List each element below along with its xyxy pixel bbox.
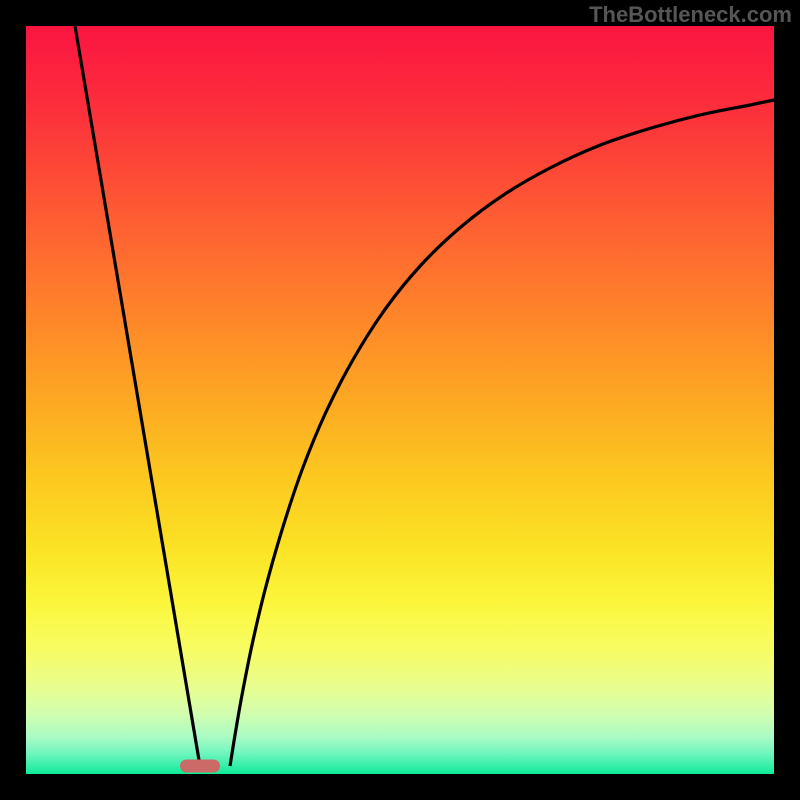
bottleneck-chart: TheBottleneck.com: [0, 0, 800, 800]
chart-svg: [0, 0, 800, 800]
watermark-text: TheBottleneck.com: [589, 2, 792, 28]
optimal-marker: [180, 760, 220, 773]
